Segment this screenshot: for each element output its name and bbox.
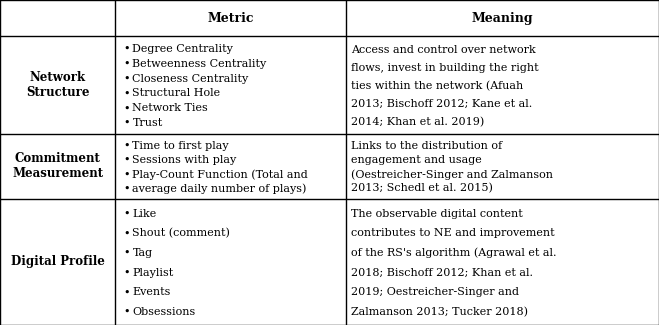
Text: Commitment
Measurement: Commitment Measurement <box>12 152 103 180</box>
Text: Closeness Centrality: Closeness Centrality <box>132 73 248 84</box>
Text: (Oestreicher-Singer and Zalmanson: (Oestreicher-Singer and Zalmanson <box>351 169 554 180</box>
Text: Events: Events <box>132 287 171 297</box>
Text: Digital Profile: Digital Profile <box>11 255 105 268</box>
Text: Structural Hole: Structural Hole <box>132 88 221 98</box>
Text: Links to the distribution of: Links to the distribution of <box>351 141 502 151</box>
Text: Shout (comment): Shout (comment) <box>132 228 231 239</box>
Text: average daily number of plays): average daily number of plays) <box>132 183 307 194</box>
Text: •: • <box>123 184 130 194</box>
Text: •: • <box>123 209 130 219</box>
Text: Sessions with play: Sessions with play <box>132 155 237 165</box>
Text: Betweenness Centrality: Betweenness Centrality <box>132 58 267 69</box>
Text: engagement and usage: engagement and usage <box>351 155 482 165</box>
Text: •: • <box>123 228 130 238</box>
Text: Play-Count Function (Total and: Play-Count Function (Total and <box>132 169 308 180</box>
Text: •: • <box>123 88 130 98</box>
Text: 2014; Khan et al. 2019): 2014; Khan et al. 2019) <box>351 117 484 127</box>
Text: •: • <box>123 248 130 258</box>
Text: Obsessions: Obsessions <box>132 307 196 317</box>
Text: Degree Centrality: Degree Centrality <box>132 44 233 54</box>
Text: •: • <box>123 155 130 165</box>
Text: •: • <box>123 103 130 113</box>
Text: •: • <box>123 169 130 179</box>
Text: flows, invest in building the right: flows, invest in building the right <box>351 63 539 73</box>
Text: Access and control over network: Access and control over network <box>351 45 536 55</box>
Text: 2019; Oestreicher-Singer and: 2019; Oestreicher-Singer and <box>351 287 519 297</box>
Text: 2013; Bischoff 2012; Kane et al.: 2013; Bischoff 2012; Kane et al. <box>351 99 532 109</box>
Text: •: • <box>123 58 130 69</box>
Text: Tag: Tag <box>132 248 153 258</box>
Text: Time to first play: Time to first play <box>132 141 229 151</box>
Text: Metric: Metric <box>208 12 254 25</box>
Text: Trust: Trust <box>132 118 163 128</box>
Text: •: • <box>123 44 130 54</box>
Text: •: • <box>123 118 130 128</box>
Text: •: • <box>123 267 130 278</box>
Text: Like: Like <box>132 209 157 219</box>
Text: Playlist: Playlist <box>132 267 174 278</box>
Text: •: • <box>123 141 130 151</box>
Text: Network
Structure: Network Structure <box>26 71 90 99</box>
Text: •: • <box>123 73 130 84</box>
Text: •: • <box>123 307 130 317</box>
Text: of the RS's algorithm (Agrawal et al.: of the RS's algorithm (Agrawal et al. <box>351 248 557 258</box>
Text: 2018; Bischoff 2012; Khan et al.: 2018; Bischoff 2012; Khan et al. <box>351 267 533 278</box>
Text: Meaning: Meaning <box>472 12 533 25</box>
Text: 2013; Schedl et al. 2015): 2013; Schedl et al. 2015) <box>351 183 493 194</box>
Text: •: • <box>123 287 130 297</box>
Text: Zalmanson 2013; Tucker 2018): Zalmanson 2013; Tucker 2018) <box>351 307 529 317</box>
Text: The observable digital content: The observable digital content <box>351 209 523 219</box>
Text: ties within the network (Afuah: ties within the network (Afuah <box>351 81 523 91</box>
Text: contributes to NE and improvement: contributes to NE and improvement <box>351 228 555 238</box>
Text: Network Ties: Network Ties <box>132 103 208 113</box>
